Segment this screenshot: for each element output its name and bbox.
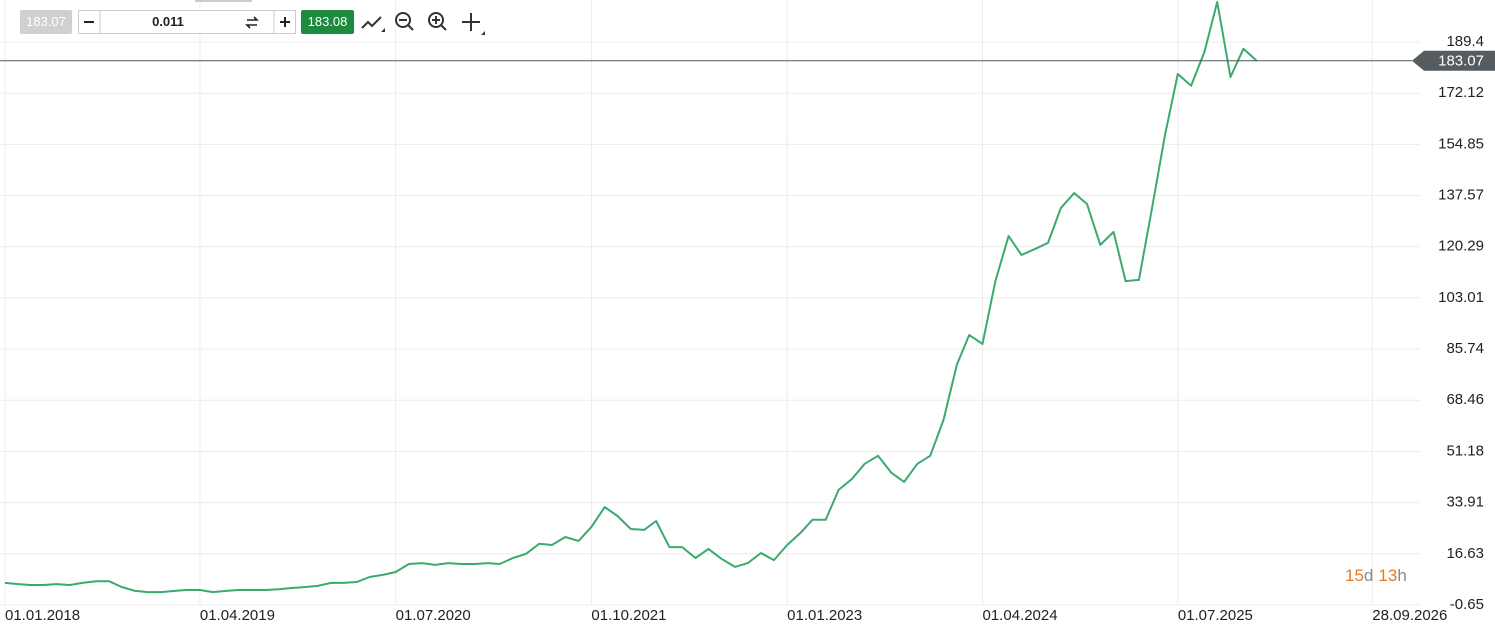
countdown: 15d 13h (1345, 566, 1407, 585)
y-tick-label: 154.85 (1438, 135, 1484, 152)
swap-icon[interactable] (245, 16, 259, 29)
ask-box[interactable] (301, 10, 354, 34)
y-tick-label: 68.46 (1446, 391, 1484, 408)
y-tick-label: 120.29 (1438, 238, 1484, 255)
pan-icon[interactable] (462, 13, 485, 35)
plus-button[interactable] (280, 17, 290, 27)
toolbar: 183.07 0.011 183.08 (20, 0, 485, 35)
plot (4, 1, 1258, 594)
price-line (4, 1, 1258, 594)
tab (195, 0, 252, 2)
countdown-hours: 13 (1378, 566, 1397, 585)
y-tick-label: 51.18 (1446, 442, 1484, 459)
x-tick-label: 01.07.2020 (396, 607, 471, 624)
x-tick-label: 01.10.2021 (591, 607, 666, 624)
bid-box[interactable] (20, 10, 72, 34)
countdown-hours-unit: h (1397, 566, 1406, 585)
y-tick-label: 137.57 (1438, 187, 1484, 204)
y-tick-label: 189.4 (1446, 33, 1484, 50)
y-tick-label: 85.74 (1446, 340, 1484, 357)
x-tick-label: 01.04.2019 (200, 607, 275, 624)
y-tick-label: 103.01 (1438, 289, 1484, 306)
y-tick-label: -0.65 (1450, 596, 1484, 613)
ask-price[interactable]: 183.08 (308, 14, 348, 29)
chart-type-icon[interactable] (361, 16, 385, 32)
current-price-label: 183.07 (1438, 53, 1484, 70)
x-tick-label: 01.04.2024 (983, 607, 1058, 624)
countdown-days-unit: d (1364, 566, 1373, 585)
x-tick-label: 01.01.2023 (787, 607, 862, 624)
zoom-in-icon[interactable] (428, 12, 447, 31)
x-tick-label: 28.09.2026 (1372, 607, 1447, 624)
lot-box (78, 10, 296, 34)
y-tick-label: 33.91 (1446, 494, 1484, 511)
x-tick-label: 01.07.2025 (1178, 607, 1253, 624)
bid-price[interactable]: 183.07 (26, 14, 66, 29)
grid (0, 0, 1420, 606)
y-tick-label: 16.63 (1446, 545, 1484, 562)
lot-input[interactable]: 0.011 (152, 14, 184, 29)
countdown-days: 15 (1345, 566, 1364, 585)
zoom-out-icon[interactable] (395, 12, 414, 31)
current-price-tag (1412, 50, 1495, 71)
y-tick-label: 172.12 (1438, 84, 1484, 101)
x-tick-label: 01.01.2018 (5, 607, 80, 624)
